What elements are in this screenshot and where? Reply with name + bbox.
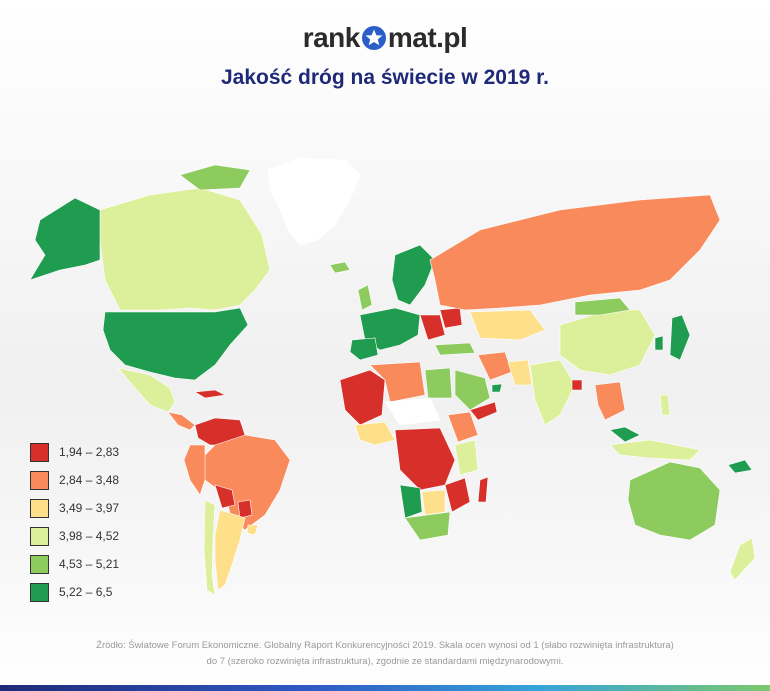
pakistan xyxy=(507,359,533,386)
yemen-oman xyxy=(469,401,498,421)
saudi-arabia xyxy=(454,369,491,411)
legend-swatch xyxy=(30,498,49,518)
algeria-libya xyxy=(369,361,426,403)
legend-swatch xyxy=(30,554,49,574)
turkey xyxy=(434,342,476,356)
argentina xyxy=(214,509,246,591)
china xyxy=(559,309,656,376)
mozambique-region xyxy=(444,477,471,513)
legend-item: 5,22 – 6,5 xyxy=(30,578,119,606)
footnote-line-2: do 7 (szeroko rozwinięta infrastruktura)… xyxy=(206,656,564,667)
legend-item: 1,94 – 2,83 xyxy=(30,438,119,466)
legend-item: 3,98 – 4,52 xyxy=(30,522,119,550)
indonesia xyxy=(609,439,701,461)
sahel xyxy=(384,397,441,426)
malaysia xyxy=(609,426,641,443)
papua xyxy=(727,459,753,474)
eastern-europe xyxy=(419,314,446,341)
legend-item: 3,49 – 3,97 xyxy=(30,494,119,522)
mongolia xyxy=(574,297,631,316)
north-africa-west xyxy=(339,369,386,426)
bottom-accent-bar xyxy=(0,685,770,691)
legend-label: 1,94 – 2,83 xyxy=(59,445,120,459)
australia xyxy=(627,461,721,541)
philippines xyxy=(659,394,671,416)
iran xyxy=(477,351,513,381)
indochina xyxy=(594,381,626,421)
legend-label: 3,98 – 4,52 xyxy=(59,529,120,543)
namibia xyxy=(399,484,423,519)
botswana xyxy=(421,489,446,516)
east-africa xyxy=(454,439,479,476)
legend: 1,94 – 2,83 2,84 – 3,48 3,49 – 3,97 3,98… xyxy=(30,438,119,606)
legend-label: 5,22 – 6,5 xyxy=(59,585,113,599)
legend-swatch xyxy=(30,582,49,602)
world-map xyxy=(29,157,756,596)
west-africa xyxy=(354,421,396,446)
legend-item: 2,84 – 3,48 xyxy=(30,466,119,494)
iceland xyxy=(329,261,351,274)
south-africa xyxy=(404,511,451,541)
source-footnote: Źródło: Światowe Forum Ekonomiczne. Glob… xyxy=(30,638,740,670)
uruguay xyxy=(246,524,259,536)
peru xyxy=(183,444,206,496)
japan xyxy=(669,314,691,361)
new-zealand xyxy=(729,537,756,581)
legend-label: 3,49 – 3,97 xyxy=(59,501,120,515)
brand-logo: rank mat.pl xyxy=(0,22,770,54)
legend-label: 4,53 – 5,21 xyxy=(59,557,120,571)
uk xyxy=(357,284,373,311)
brand-name-part2: mat.pl xyxy=(387,22,468,53)
brand-name-part1: rank xyxy=(302,22,361,53)
legend-label: 2,84 – 3,48 xyxy=(59,473,120,487)
mexico xyxy=(117,367,176,413)
bangladesh xyxy=(571,379,583,391)
russia xyxy=(429,194,721,311)
india xyxy=(529,359,576,426)
korea xyxy=(654,335,664,351)
ukraine xyxy=(439,307,463,329)
kazakhstan xyxy=(469,309,546,341)
bolivia xyxy=(214,484,236,509)
footnote-line-1: Źródło: Światowe Forum Ekonomiczne. Glob… xyxy=(96,640,674,651)
cuba xyxy=(194,389,226,399)
egypt xyxy=(424,367,453,399)
star-icon xyxy=(361,26,386,50)
scandinavia xyxy=(391,244,436,306)
central-america xyxy=(167,411,196,431)
legend-swatch xyxy=(30,526,49,546)
iberia xyxy=(349,337,379,361)
ethiopia-region xyxy=(447,411,479,443)
canada xyxy=(99,187,271,311)
chile xyxy=(203,499,216,596)
madagascar xyxy=(477,476,489,503)
legend-swatch xyxy=(30,442,49,462)
uae xyxy=(491,383,503,393)
alaska xyxy=(29,197,101,281)
greenland xyxy=(267,157,361,246)
paraguay xyxy=(237,499,253,519)
central-africa xyxy=(394,427,456,491)
legend-item: 4,53 – 5,21 xyxy=(30,550,119,578)
canada-islands xyxy=(179,164,251,191)
legend-swatch xyxy=(30,470,49,490)
page-title: Jakość dróg na świecie w 2019 r. xyxy=(220,66,549,89)
usa xyxy=(102,307,249,381)
